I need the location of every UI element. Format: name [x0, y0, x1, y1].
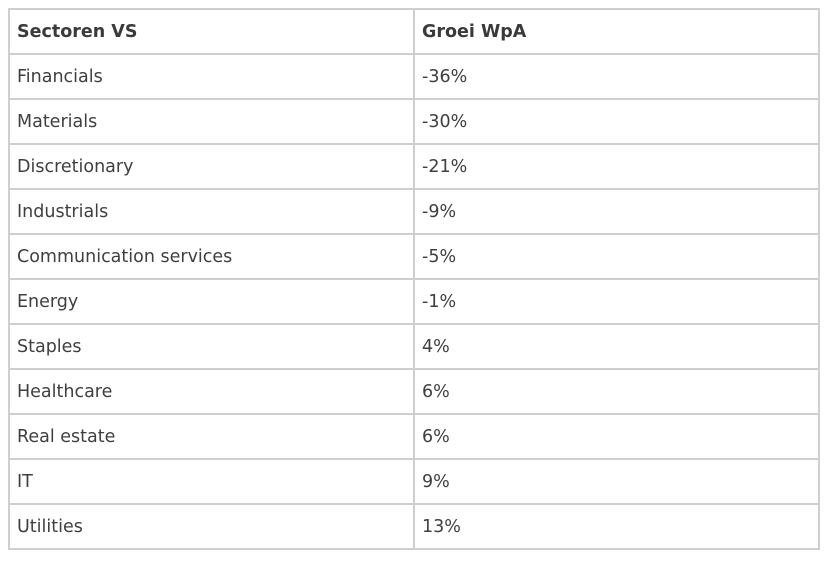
sector-growth-table-container: Sectoren VS Groei WpA Financials -36% Ma… — [8, 8, 820, 550]
table-row: Materials -30% — [8, 98, 820, 145]
sector-cell: Financials — [8, 53, 415, 100]
table-row: Energy -1% — [8, 278, 820, 325]
sector-cell: Energy — [8, 278, 415, 325]
sector-cell: Communication services — [8, 233, 415, 280]
growth-cell: 4% — [413, 323, 820, 370]
growth-cell: -36% — [413, 53, 820, 100]
growth-cell: 9% — [413, 458, 820, 505]
table-row: Financials -36% — [8, 53, 820, 100]
table-row: Real estate 6% — [8, 413, 820, 460]
table-row: Staples 4% — [8, 323, 820, 370]
sector-cell: Staples — [8, 323, 415, 370]
growth-cell: -1% — [413, 278, 820, 325]
column-header-eps-growth: Groei WpA — [413, 8, 820, 55]
growth-cell: 13% — [413, 503, 820, 550]
sector-growth-table: Sectoren VS Groei WpA Financials -36% Ma… — [8, 8, 820, 550]
table-row: Utilities 13% — [8, 503, 820, 550]
table-row: Communication services -5% — [8, 233, 820, 280]
growth-cell: -9% — [413, 188, 820, 235]
sector-cell: Industrials — [8, 188, 415, 235]
growth-cell: -30% — [413, 98, 820, 145]
sector-cell: Utilities — [8, 503, 415, 550]
table-row: IT 9% — [8, 458, 820, 505]
table-row: Healthcare 6% — [8, 368, 820, 415]
sector-cell: IT — [8, 458, 415, 505]
sector-cell: Discretionary — [8, 143, 415, 190]
table-row: Industrials -9% — [8, 188, 820, 235]
sector-cell: Real estate — [8, 413, 415, 460]
column-header-sector: Sectoren VS — [8, 8, 415, 55]
growth-cell: -5% — [413, 233, 820, 280]
growth-cell: -21% — [413, 143, 820, 190]
table-header-row: Sectoren VS Groei WpA — [8, 8, 820, 55]
sector-cell: Healthcare — [8, 368, 415, 415]
sector-cell: Materials — [8, 98, 415, 145]
growth-cell: 6% — [413, 368, 820, 415]
growth-cell: 6% — [413, 413, 820, 460]
table-row: Discretionary -21% — [8, 143, 820, 190]
